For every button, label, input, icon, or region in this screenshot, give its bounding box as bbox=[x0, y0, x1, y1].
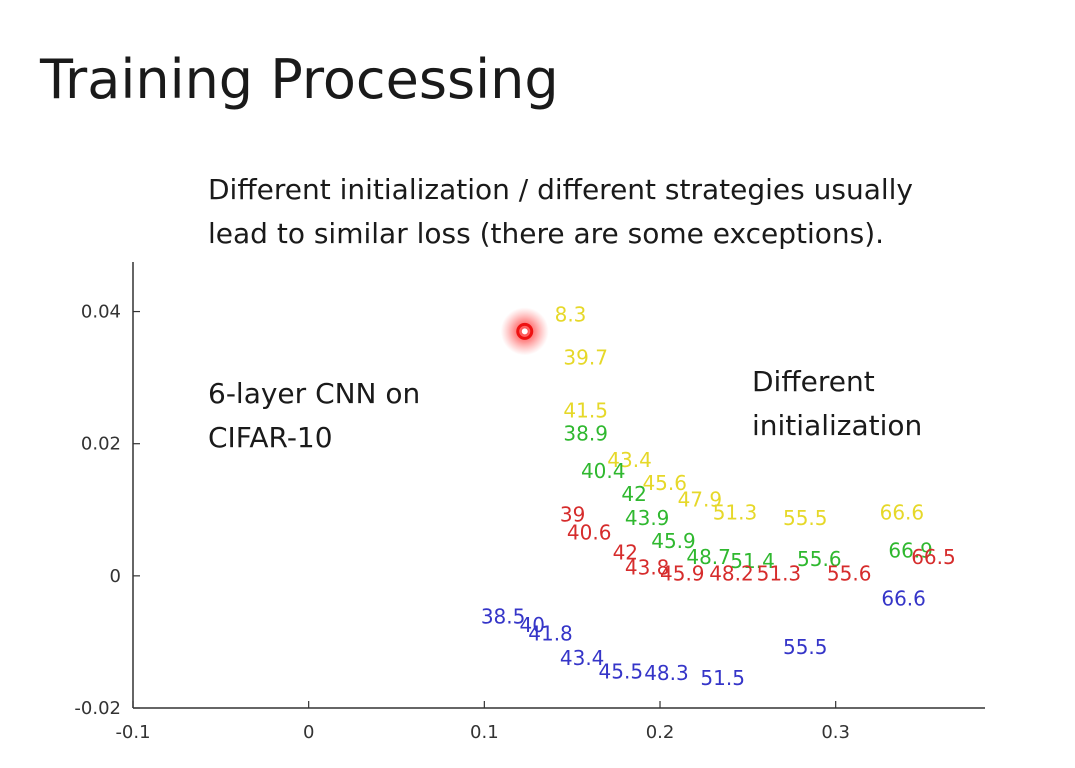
data-point-label: 51.5 bbox=[700, 666, 745, 690]
y-tick-label: -0.02 bbox=[74, 698, 121, 719]
chart-subtitle: Different initialization / different str… bbox=[208, 168, 913, 256]
data-point-label: 66.5 bbox=[911, 545, 956, 569]
data-point-label: 48.7 bbox=[686, 545, 731, 569]
data-point-label: 45.9 bbox=[660, 561, 705, 585]
data-point-label: 40.4 bbox=[581, 459, 626, 483]
left-annotation-line-1: 6-layer CNN on bbox=[208, 377, 421, 410]
subtitle-line-1: Different initialization / different str… bbox=[208, 173, 914, 206]
x-tick-label: 0.3 bbox=[821, 722, 850, 743]
x-tick-label: 0.1 bbox=[470, 722, 499, 743]
data-point-label: 48.3 bbox=[644, 661, 689, 685]
data-point-label: 43.4 bbox=[607, 448, 652, 472]
data-point-label: 43.8 bbox=[625, 556, 670, 580]
data-point-label: 45.6 bbox=[642, 471, 687, 495]
chart-point-labels: 8.339.741.543.445.647.951.3 55.5 66.638.94… bbox=[481, 302, 956, 689]
right-annotation-line-2: initialization bbox=[752, 409, 923, 442]
y-tick-label: 0.04 bbox=[81, 302, 121, 323]
data-point-label: 43.4 bbox=[560, 646, 605, 670]
data-point-label: 45.9 bbox=[651, 529, 696, 553]
left-annotation: 6-layer CNN on CIFAR-10 bbox=[208, 372, 420, 460]
data-point-label: 55.6 bbox=[827, 561, 872, 585]
right-annotation: Different initialization bbox=[752, 360, 922, 448]
data-point-label: 55.5 bbox=[783, 635, 828, 659]
data-point-label: 42 bbox=[621, 482, 646, 506]
data-point-label: 8.3 bbox=[555, 302, 587, 326]
data-point-label: 51.3 bbox=[713, 501, 758, 525]
data-point-label: 45.5 bbox=[599, 659, 644, 683]
data-point-label: 66.6 bbox=[881, 587, 926, 611]
data-point-label: 48.2 bbox=[709, 561, 754, 585]
page-title: Training Processing bbox=[40, 48, 559, 111]
data-point-label: 41.5 bbox=[563, 398, 608, 422]
data-point-label: 38.5 bbox=[481, 604, 526, 628]
data-point-label: 39.7 bbox=[563, 345, 608, 369]
data-point-label: 55.6 bbox=[797, 547, 842, 571]
x-tick-label: -0.1 bbox=[115, 722, 150, 743]
data-point-label: 51.4 bbox=[730, 549, 775, 573]
data-point-label: 40.6 bbox=[567, 521, 612, 545]
data-point-label: 38.9 bbox=[563, 421, 608, 445]
data-point-label: 41.8 bbox=[528, 622, 573, 646]
data-point-label: 51.3 bbox=[757, 561, 802, 585]
left-annotation-line-2: CIFAR-10 bbox=[208, 421, 333, 454]
right-annotation-line-1: Different bbox=[752, 365, 875, 398]
x-tick-label: 0 bbox=[303, 722, 314, 743]
chart-axes: -0.1 0 0.1 0.2 0.3 -0.02 0 0.02 0.04 bbox=[74, 262, 985, 743]
data-point-label: 66.6 bbox=[880, 501, 925, 525]
data-point-label: 43.9 bbox=[625, 506, 670, 530]
highlight-layer bbox=[500, 307, 549, 356]
data-point-label: 40 bbox=[519, 613, 544, 637]
highlight-marker bbox=[516, 322, 534, 340]
subtitle-line-2: lead to similar loss (there are some exc… bbox=[208, 217, 885, 250]
data-point-label: 47.9 bbox=[678, 487, 723, 511]
data-point-label: 55.5 bbox=[783, 506, 828, 530]
highlight-marker-center bbox=[521, 328, 528, 335]
data-point-label: 66.9 bbox=[888, 538, 933, 562]
y-tick-label: 0 bbox=[110, 566, 121, 587]
data-point-label: 39 bbox=[560, 503, 585, 527]
x-tick-label: 0.2 bbox=[646, 722, 675, 743]
y-tick-label: 0.02 bbox=[81, 434, 121, 455]
data-point-label: 42 bbox=[613, 540, 638, 564]
